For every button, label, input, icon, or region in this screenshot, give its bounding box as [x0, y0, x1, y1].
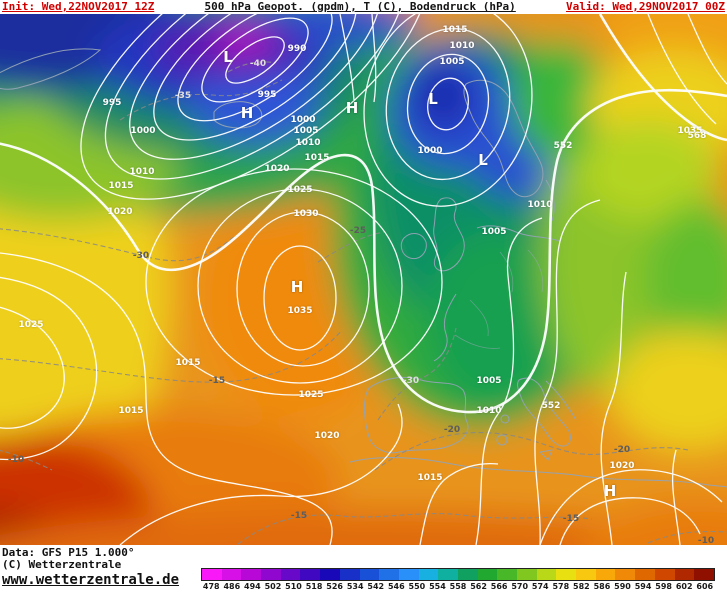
map-graphics [0, 14, 727, 545]
colorbar-tick: 570 [511, 582, 529, 591]
colorbar-segment [300, 569, 321, 580]
colorbar-tick: 594 [634, 582, 652, 591]
colorbar-tick: 534 [346, 582, 364, 591]
website-link: www.wetterzentrale.de [2, 572, 180, 588]
temperature-contours [0, 61, 727, 545]
colorbar-segment [576, 569, 596, 580]
colorbar-tick: 586 [593, 582, 611, 591]
colorbar-segment [595, 569, 616, 580]
colorbar-segment [694, 569, 714, 580]
colorbar-tick: 486 [223, 582, 241, 591]
color-field [0, 14, 727, 545]
colorbar-segment [497, 569, 517, 580]
colorbar-segment [517, 569, 537, 580]
colorbar-tick: 578 [552, 582, 570, 591]
colorbar-segment [536, 569, 557, 580]
colorbar-tick: 566 [490, 582, 508, 591]
colorbar-segment [635, 569, 655, 580]
colorbar-segment [379, 569, 399, 580]
colorbar-tick: 562 [470, 582, 487, 591]
map-canvas [0, 14, 727, 545]
colorbar-segment [674, 569, 695, 580]
valid-label: Valid: Wed,29NOV2017 00Z [566, 0, 725, 13]
colorbar-tick: 550 [408, 582, 426, 591]
colorbar-segment [615, 569, 636, 580]
colorbar-segment [359, 569, 380, 580]
colorbar-tick: 526 [326, 582, 343, 591]
map-title: 500 hPa Geopot. (gpdm), T (C), Bodendruc… [204, 0, 516, 13]
colorbar-tick: 598 [655, 582, 672, 591]
colorbar-tick-labels: 478 486 494 502 510 518 526 534 542 546 550 554 558 5… [201, 582, 715, 591]
country-borders [454, 249, 544, 349]
colorbar-tick: 494 [244, 582, 261, 591]
colorbar-tick: 546 [387, 582, 405, 591]
colorbar-tick: 478 [202, 582, 220, 591]
colorbar-tick: 542 [367, 582, 385, 591]
data-source-line: Data: GFS P15 1.000° [2, 546, 135, 559]
coastlines [0, 48, 727, 488]
colorbar-segment [261, 569, 281, 580]
map-header: Init: Wed,22NOV2017 12Z 500 hPa Geopot. … [0, 0, 727, 14]
colorbar-segment [320, 569, 340, 580]
colorbar-segment [221, 569, 242, 580]
colorbar-segment [398, 569, 419, 580]
colorbar-segment [654, 569, 675, 580]
isobar-contours [0, 14, 727, 545]
colorbar-tick: 510 [285, 582, 302, 591]
colorbar-segment [339, 569, 360, 580]
colorbar-segment [280, 569, 301, 580]
colorbar-segment [457, 569, 478, 580]
geopotential-colorbar [201, 568, 715, 581]
colorbar-tick: 602 [675, 582, 693, 591]
colorbar-tick: 558 [449, 582, 467, 591]
colorbar-tick: 502 [264, 582, 282, 591]
colorbar-segment [418, 569, 439, 580]
colorbar-segment [202, 569, 222, 580]
colorbar-tick: 554 [429, 582, 446, 591]
colorbar-segment [438, 569, 458, 580]
init-label: Init: Wed,22NOV2017 12Z [2, 0, 155, 13]
colorbar-tick: 590 [614, 582, 631, 591]
colorbar-tick: 582 [573, 582, 590, 591]
colorbar-segment [556, 569, 577, 580]
colorbar-segment [241, 569, 262, 580]
colorbar-tick: 574 [531, 582, 549, 591]
geopotential-contours [0, 14, 727, 414]
colorbar-tick: 606 [696, 582, 714, 591]
colorbar-segment [477, 569, 498, 580]
copyright-line: (C) Wetterzentrale [2, 558, 122, 571]
colorbar-tick: 518 [305, 582, 323, 591]
